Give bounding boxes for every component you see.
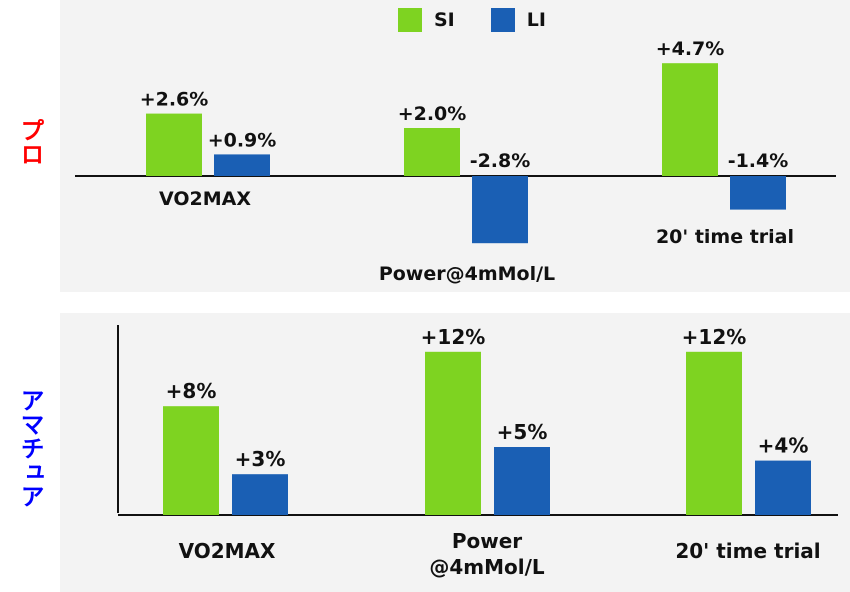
pro-data-label-li-20-time-trial: -1.4% [728, 150, 789, 172]
legend: SI LI [398, 8, 582, 32]
pro-bar-si-20-time-trial [662, 63, 718, 177]
amateur-category-label-vo2max: VO2MAX [179, 539, 276, 563]
legend-swatch-si [398, 8, 422, 32]
pro-bar-li-power-4mmol-l [472, 176, 528, 244]
amateur-data-label-si-vo2max: +8% [166, 379, 217, 403]
pro-data-label-si-vo2max: +2.6% [140, 89, 209, 111]
pro-bar-si-vo2max [146, 113, 202, 176]
amateur-category-label-power-4mmol-l: Power @4mMol/L [429, 529, 545, 579]
amateur-data-label-li-20-time-trial: +4% [758, 434, 809, 458]
amateur-data-label-li-power-4mmol-l: +5% [497, 420, 548, 444]
pro-bar-li-20-time-trial [730, 176, 786, 210]
amateur-data-label-si-20-time-trial: +12% [682, 325, 747, 349]
amateur-data-label-li-vo2max: +3% [235, 447, 286, 471]
amateur-bar-li-vo2max [232, 474, 288, 515]
legend-label-si: SI [434, 9, 455, 31]
pro-data-label-si-power-4mmol-l: +2.0% [398, 103, 467, 125]
pro-category-label-vo2max: VO2MAX [159, 188, 251, 210]
amateur-category-label-20-time-trial: 20' time trial [675, 539, 820, 563]
pro-data-label-li-power-4mmol-l: -2.8% [470, 150, 531, 172]
pro-category-label-20-time-trial: 20' time trial [656, 226, 794, 248]
pro-category-label-power-4mmol-l: Power@4mMol/L [379, 263, 555, 285]
legend-label-li: LI [526, 9, 546, 31]
amateur-bar-li-power-4mmol-l [494, 447, 550, 515]
pro-data-label-li-vo2max: +0.9% [208, 129, 277, 151]
pro-bar-si-power-4mmol-l [404, 128, 460, 176]
legend-swatch-li [490, 8, 515, 32]
amateur-data-label-si-power-4mmol-l: +12% [421, 325, 486, 349]
pro-bar-li-vo2max [214, 154, 270, 176]
amateur-bar-li-20-time-trial [755, 460, 811, 515]
amateur-side-label: アマチュア [16, 388, 44, 508]
amateur-bar-si-power-4mmol-l [425, 351, 481, 515]
amateur-bar-si-vo2max [163, 406, 219, 515]
pro-side-label: プロ [16, 118, 44, 166]
amateur-bar-si-20-time-trial [686, 351, 742, 515]
pro-data-label-si-20-time-trial: +4.7% [656, 38, 725, 60]
